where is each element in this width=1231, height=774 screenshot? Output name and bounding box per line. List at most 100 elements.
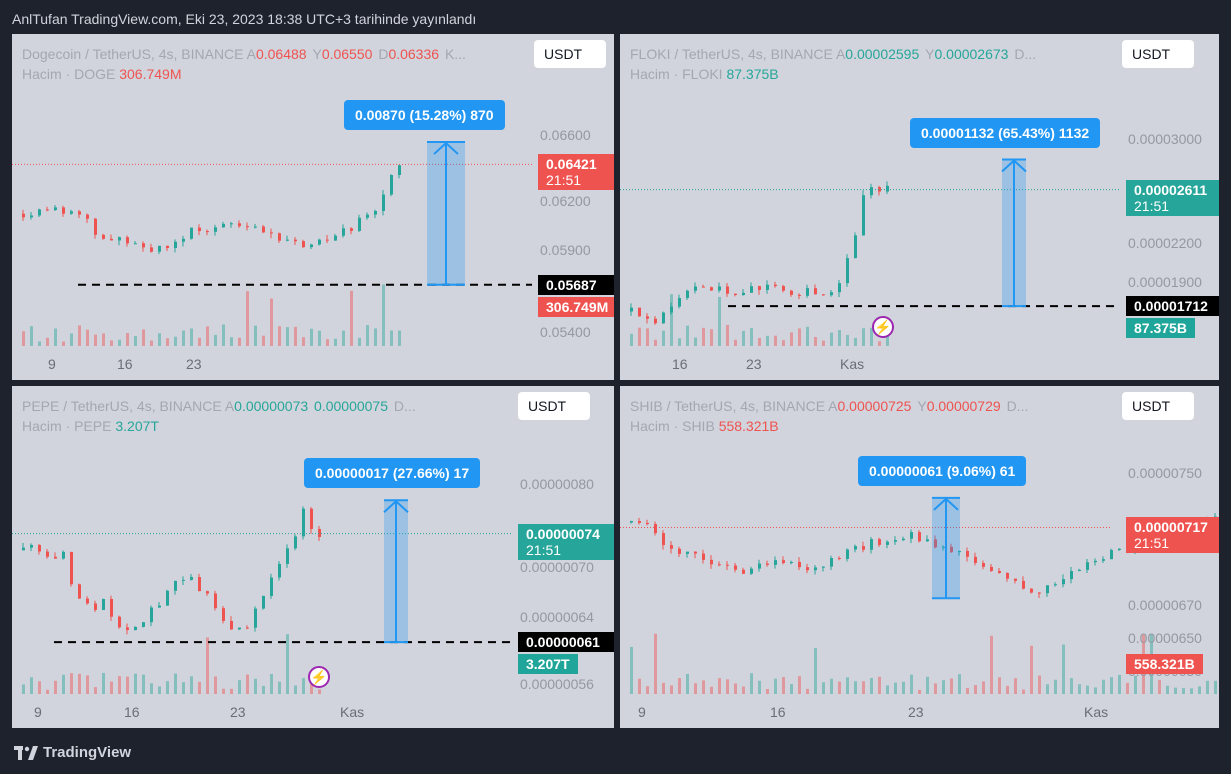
x-axis-tick-label: Kas bbox=[1084, 704, 1109, 720]
candle bbox=[990, 566, 993, 571]
y-axis-tick-label: 0.05900 bbox=[540, 241, 591, 258]
volume-bar bbox=[750, 673, 753, 694]
volume-bar bbox=[830, 678, 833, 694]
volume-bar bbox=[838, 330, 841, 346]
volume-bar bbox=[886, 685, 889, 694]
volume-bar bbox=[22, 684, 25, 694]
volume-label: Hacim · DOGE bbox=[22, 66, 120, 82]
candle bbox=[654, 318, 657, 324]
x-axis-tick-label: 16 bbox=[672, 356, 688, 372]
volume-bar bbox=[150, 340, 153, 346]
candle bbox=[142, 243, 145, 248]
volume-bar bbox=[814, 336, 817, 346]
volume-bar bbox=[990, 635, 993, 694]
volume-bar bbox=[166, 338, 169, 346]
volume-bar bbox=[870, 327, 873, 346]
currency-button[interactable]: USDT bbox=[1122, 40, 1194, 68]
current-price-tag: 0.00002611 21:51 bbox=[1126, 179, 1219, 216]
floki-chart-svg bbox=[620, 158, 1120, 346]
measure-callout: 0.00000061 (9.06%) 61 bbox=[858, 455, 1027, 486]
currency-button[interactable]: USDT bbox=[518, 392, 590, 420]
candle bbox=[110, 598, 113, 617]
candle bbox=[262, 595, 265, 609]
volume-value: 306.749M bbox=[119, 66, 182, 82]
volume-bar bbox=[270, 673, 273, 694]
pepe-chart-panel[interactable]: PEPE / TetherUS, 4s, BINANCE A0.00000073… bbox=[12, 386, 614, 728]
candle bbox=[150, 247, 153, 252]
ohlc-label: K... bbox=[444, 46, 466, 62]
y-axis-tick-label: 0.00000064 bbox=[520, 609, 594, 626]
volume-bar bbox=[62, 341, 65, 346]
floki-chart-panel[interactable]: FLOKI / TetherUS, 4s, BINANCE A0.0000259… bbox=[620, 34, 1219, 380]
candle bbox=[798, 294, 801, 296]
measure-arrow-head bbox=[383, 499, 409, 513]
candle bbox=[246, 226, 249, 228]
volume-bar bbox=[806, 688, 809, 694]
candle bbox=[166, 590, 169, 606]
legend-row-symbol: SHIB / TetherUS, 4s, BINANCE A0.00000725… bbox=[630, 396, 1028, 416]
volume-bar bbox=[62, 674, 65, 694]
candle bbox=[86, 214, 89, 219]
volume-bar bbox=[782, 340, 785, 346]
shib-chart-panel[interactable]: SHIB / TetherUS, 4s, BINANCE A0.00000725… bbox=[620, 386, 1219, 728]
y-axis-tick-label: 0.00000750 bbox=[1128, 465, 1202, 482]
candle bbox=[78, 211, 81, 215]
volume-bar bbox=[318, 689, 321, 694]
volume-bar bbox=[182, 682, 185, 694]
volume-bar bbox=[870, 677, 873, 694]
candle bbox=[126, 237, 129, 244]
currency-button[interactable]: USDT bbox=[534, 40, 606, 68]
x-axis-tick-label: 16 bbox=[117, 356, 133, 372]
volume-bar bbox=[1086, 685, 1089, 694]
volume-bar bbox=[118, 339, 121, 346]
candle bbox=[262, 226, 265, 233]
volume-bar bbox=[1198, 686, 1201, 694]
doge-candles bbox=[22, 164, 401, 255]
candle bbox=[142, 622, 145, 627]
candle bbox=[982, 563, 985, 567]
candle bbox=[278, 233, 281, 241]
legend-row-volume: Hacim · PEPE 3.207T bbox=[22, 416, 416, 436]
candle bbox=[358, 217, 361, 231]
volume-bar bbox=[670, 685, 673, 694]
volume-bar bbox=[862, 328, 865, 346]
volume-bar bbox=[246, 291, 249, 346]
volume-bar bbox=[734, 339, 737, 346]
volume-bar bbox=[854, 337, 857, 346]
volume-bar bbox=[198, 337, 201, 346]
volume-bar bbox=[750, 328, 753, 346]
x-axis-tick-label: 23 bbox=[230, 704, 246, 720]
volume-bar bbox=[246, 674, 249, 694]
candle bbox=[702, 553, 705, 560]
measure-arrow-head bbox=[933, 497, 959, 511]
volume-bar bbox=[238, 337, 241, 346]
volume-bar bbox=[1206, 680, 1209, 694]
volume-bar bbox=[134, 336, 137, 346]
candle bbox=[78, 584, 81, 599]
volume-bar bbox=[710, 686, 713, 694]
ohlc-label: Y bbox=[917, 398, 927, 414]
volume-bar bbox=[38, 341, 41, 346]
candle bbox=[86, 598, 89, 604]
volume-bar bbox=[678, 678, 681, 694]
candle bbox=[382, 194, 385, 211]
candle bbox=[630, 307, 633, 312]
volume-bar bbox=[182, 330, 185, 346]
y-axis-tick-label: 0.00000070 bbox=[520, 559, 594, 575]
doge-chart-panel[interactable]: Dogecoin / TetherUS, 4s, BINANCE A0.0648… bbox=[12, 34, 614, 380]
candle bbox=[766, 284, 769, 290]
volume-bar bbox=[822, 340, 825, 346]
candle bbox=[702, 286, 705, 288]
candle bbox=[398, 165, 401, 175]
volume-bar bbox=[646, 328, 649, 346]
y-axis-tick-label: 0.00003000 bbox=[1128, 131, 1202, 148]
volume-bar bbox=[302, 337, 305, 346]
volume-bar bbox=[966, 687, 969, 694]
x-axis-tick-label: Kas bbox=[340, 704, 365, 720]
currency-button[interactable]: USDT bbox=[1122, 392, 1194, 420]
volume-tag: 558.321B bbox=[1126, 654, 1203, 674]
candle bbox=[214, 593, 217, 609]
candle bbox=[238, 223, 241, 227]
candle bbox=[30, 215, 33, 218]
candle bbox=[958, 550, 961, 553]
